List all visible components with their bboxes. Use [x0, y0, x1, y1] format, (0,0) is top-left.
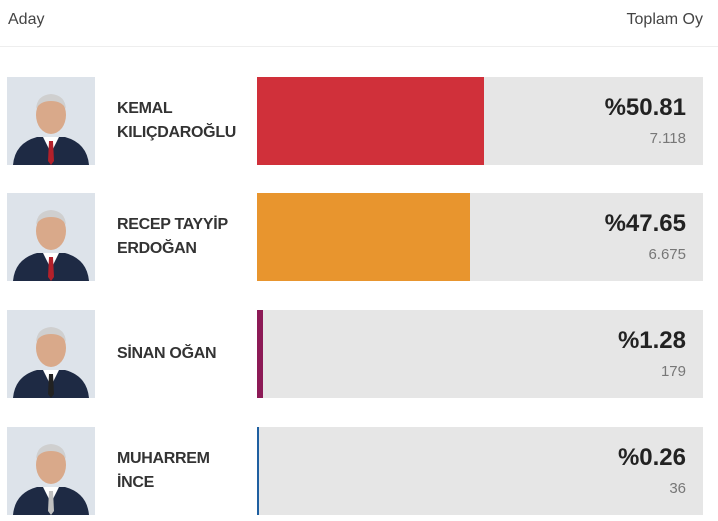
- photo-frame: [7, 77, 95, 165]
- vote-count: 6.675: [648, 246, 686, 263]
- photo-frame: [7, 193, 95, 281]
- photo: [7, 193, 95, 281]
- percent-label: %47.65: [604, 210, 686, 237]
- candidate-name: MUHARREM İNCE: [117, 450, 210, 491]
- vote-count: 36: [669, 480, 686, 497]
- candidate-header: Aday: [8, 11, 45, 28]
- bar-track: %1.28 179: [257, 310, 703, 398]
- percent-label: %1.28: [617, 327, 686, 354]
- percent-label: %0.26: [617, 444, 686, 471]
- header: Aday Toplam Oy: [0, 0, 718, 47]
- bar-track: %50.81 7.118: [257, 77, 703, 165]
- vote-count: 7.118: [649, 130, 686, 147]
- photo-frame: [7, 310, 95, 398]
- candidate-row: RECEP TAYYİP ERDOĞAN %47.65 6.675: [0, 193, 718, 281]
- photo-frame: [7, 427, 95, 515]
- photo: [7, 427, 95, 515]
- bar-track: %47.65 6.675: [257, 193, 703, 281]
- candidate-row: SİNAN OĞAN %1.28 179: [0, 310, 718, 398]
- candidate-name: RECEP TAYYİP ERDOĞAN: [117, 216, 228, 257]
- percent-label: %50.81: [604, 94, 686, 121]
- candidate-row: KEMAL KILIÇDAROĞLU %50.81 7.118: [0, 77, 718, 165]
- bar-track: %0.26 36: [257, 427, 703, 515]
- bar: [257, 310, 263, 398]
- photo: [7, 310, 95, 398]
- candidate-name: KEMAL KILIÇDAROĞLU: [117, 100, 237, 141]
- bar: [257, 77, 484, 165]
- vote-count: 179: [660, 363, 686, 380]
- candidate-name: SİNAN OĞAN: [117, 345, 217, 362]
- photo: [7, 77, 95, 165]
- candidate-row: MUHARREM İNCE %0.26 36: [0, 427, 718, 515]
- bar: [257, 193, 470, 281]
- bar: [257, 427, 259, 515]
- total-header: Toplam Oy: [626, 11, 703, 28]
